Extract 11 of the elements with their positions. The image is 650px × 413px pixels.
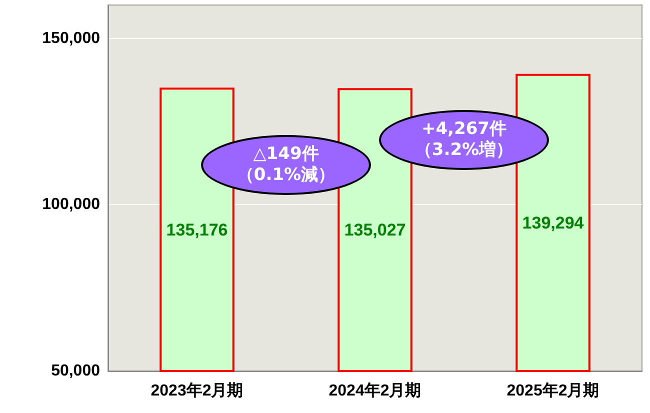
y-tick-label: 100,000 <box>42 196 100 214</box>
annotation: △149件（0.1%減） <box>236 144 336 186</box>
y-tick-label: 150,000 <box>42 30 100 47</box>
data-label: 135,027 <box>344 220 406 240</box>
x-tick-label: 2025年2月期 <box>506 382 600 400</box>
x-tick-label: 2024年2月期 <box>328 382 422 400</box>
annotation: +4,267件（3.2%増） <box>414 119 514 161</box>
data-label: 135,176 <box>166 220 228 240</box>
x-tick-label: 2023年2月期 <box>150 382 244 400</box>
y-tick-label: 50,000 <box>51 362 100 380</box>
data-label: 139,294 <box>522 213 584 232</box>
